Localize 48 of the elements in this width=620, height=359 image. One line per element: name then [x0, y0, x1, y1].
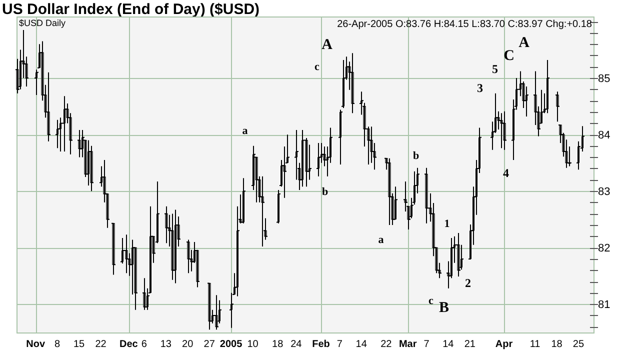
x-tick-label: 20	[182, 339, 194, 350]
annotation: A	[518, 35, 530, 51]
annotation: B	[438, 300, 450, 316]
annotation: 1	[444, 218, 450, 230]
y-tick-label: 83	[598, 186, 610, 198]
x-tick-label: 6	[141, 339, 148, 350]
x-tick-label: 8	[54, 339, 61, 350]
x-tick-label: 14	[442, 339, 454, 350]
x-tick-label: 15	[73, 339, 86, 350]
x-tick-label: 10	[247, 339, 259, 350]
annotation: c	[314, 61, 320, 73]
x-tick-label: 7	[424, 339, 430, 350]
annotation: A	[322, 37, 333, 53]
chart-subtitle: $USD Daily	[19, 18, 66, 28]
y-tick-label: 85	[598, 73, 610, 86]
annotation: C	[504, 48, 514, 64]
x-tick-label: 14	[356, 339, 368, 350]
y-tick-label: 82	[598, 242, 610, 255]
annotation: 4	[503, 166, 509, 180]
x-tick-label: 25	[572, 339, 584, 350]
annotation: 2	[465, 276, 471, 290]
x-tick-label: 27	[204, 339, 216, 350]
x-tick-label: 13	[160, 339, 172, 350]
annotation: b	[412, 150, 420, 162]
annotation: c	[428, 295, 434, 307]
x-tick-label: 22	[95, 339, 107, 350]
x-tick-label: Dec	[120, 339, 138, 350]
x-tick-label: 18	[272, 339, 284, 350]
x-tick-label: Feb	[312, 339, 330, 350]
x-tick-label: 7	[336, 339, 343, 350]
x-tick-label: 21	[464, 339, 476, 350]
x-tick-label: 18	[551, 339, 563, 350]
x-tick-label: 22	[380, 339, 392, 350]
y-tick-label: 81	[598, 299, 610, 312]
x-tick-label: 11	[530, 339, 541, 350]
annotation: b	[322, 186, 328, 198]
x-tick-label: 24	[290, 339, 302, 350]
annotation: 26-Apr-2005 O:83.76 H:84.15 L:83.70 C:83.97 Chg:+0.18	[337, 19, 592, 30]
y-tick-label: 84	[598, 130, 610, 142]
x-tick-label: Apr	[495, 339, 513, 350]
annotation: 5	[492, 62, 498, 76]
annotation: 3	[477, 81, 483, 95]
annotation: a	[378, 234, 384, 246]
chart-title: US Dollar Index (End of Day) ($USD)	[2, 1, 260, 18]
x-tick-label: Mar	[398, 339, 417, 350]
x-tick-label: 2005	[220, 339, 243, 350]
annotation: a	[242, 125, 248, 137]
x-tick-label: Nov	[26, 339, 46, 350]
